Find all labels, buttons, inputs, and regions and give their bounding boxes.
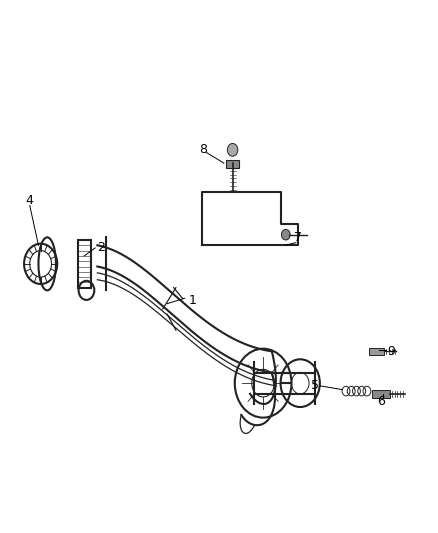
Bar xyxy=(368,348,384,355)
Text: 9: 9 xyxy=(387,345,395,358)
Text: 8: 8 xyxy=(198,143,206,156)
Text: 1: 1 xyxy=(188,294,196,308)
Text: 5: 5 xyxy=(311,379,319,392)
Bar xyxy=(371,390,389,398)
Bar xyxy=(226,160,238,168)
Text: 2: 2 xyxy=(97,241,105,254)
Circle shape xyxy=(281,229,290,240)
Circle shape xyxy=(227,143,237,156)
Bar xyxy=(78,240,91,288)
Text: 7: 7 xyxy=(293,231,301,244)
Text: 4: 4 xyxy=(26,193,34,207)
Text: 6: 6 xyxy=(376,395,384,408)
